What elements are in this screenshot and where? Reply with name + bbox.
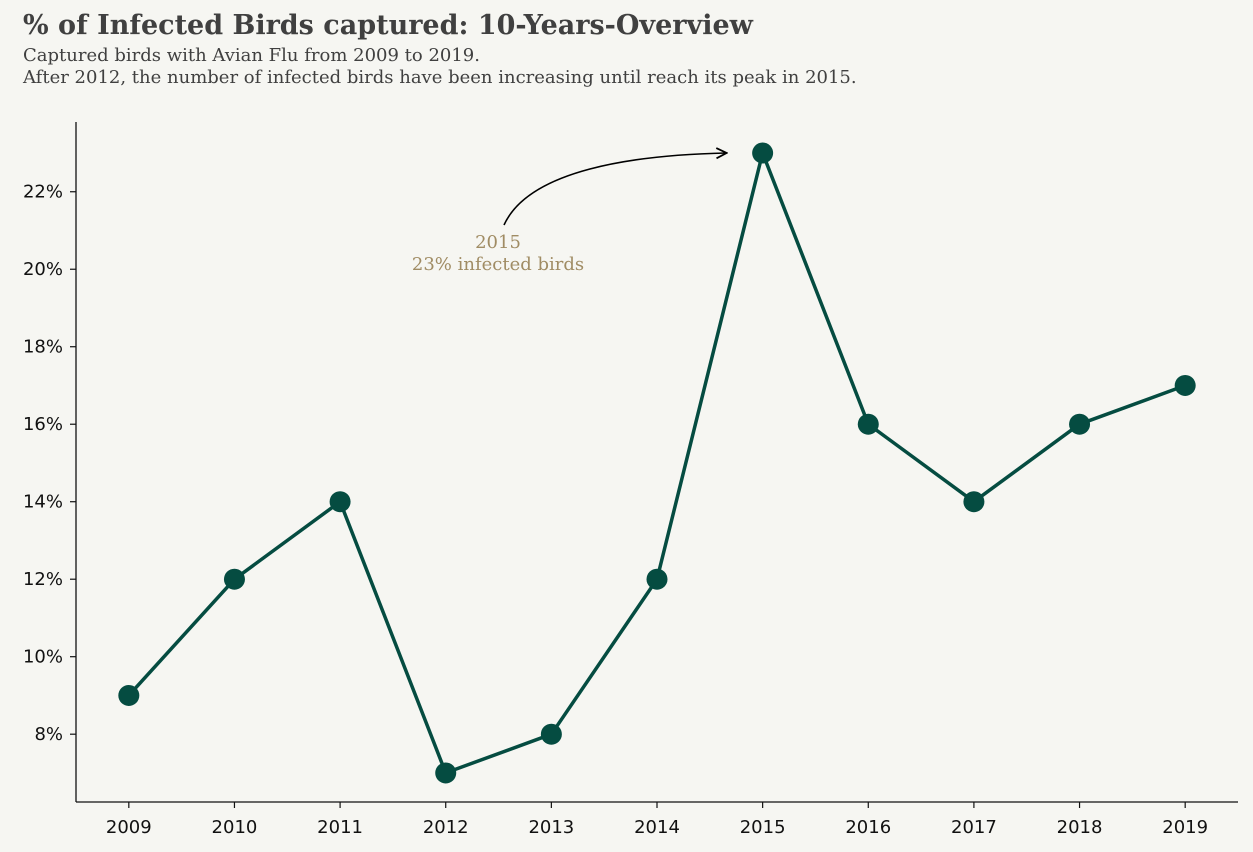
y-tick-label: 16%	[23, 414, 63, 435]
data-point	[646, 568, 668, 590]
x-tick-label: 2009	[106, 817, 152, 838]
x-tick-label: 2015	[740, 817, 786, 838]
y-tick-label: 8%	[34, 724, 63, 745]
y-tick-label: 18%	[23, 337, 63, 358]
y-tick-label: 10%	[23, 647, 63, 668]
annotation-arrow	[503, 153, 727, 226]
annotation-label-value: 23% infected birds	[412, 254, 584, 275]
x-tick-label: 2013	[528, 817, 574, 838]
chart-subtitle-line-2: After 2012, the number of infected birds…	[23, 67, 857, 88]
y-tick-label: 22%	[23, 182, 63, 203]
y-tick-label: 20%	[23, 259, 63, 280]
data-point	[857, 413, 879, 435]
x-tick-label: 2010	[212, 817, 258, 838]
x-tick-label: 2012	[423, 817, 469, 838]
data-point	[752, 142, 774, 164]
y-tick-label: 14%	[23, 492, 63, 513]
data-point	[1174, 374, 1196, 396]
x-tick-label: 2014	[634, 817, 680, 838]
chart-title: % of Infected Birds captured: 10-Years-O…	[23, 10, 753, 41]
data-point	[223, 568, 245, 590]
data-point	[1069, 413, 1091, 435]
y-tick-label: 12%	[23, 569, 63, 590]
data-point	[329, 491, 351, 513]
x-tick-label: 2017	[951, 817, 997, 838]
x-tick-label: 2011	[317, 817, 363, 838]
data-point	[540, 723, 562, 745]
data-point	[963, 491, 985, 513]
data-point	[435, 762, 457, 784]
x-tick-label: 2019	[1162, 817, 1208, 838]
x-tick-label: 2016	[845, 817, 891, 838]
chart-subtitle-line-1: Captured birds with Avian Flu from 2009 …	[23, 45, 480, 66]
series-line	[127, 151, 1186, 775]
data-point	[118, 684, 140, 706]
annotation-label-year: 2015	[475, 232, 521, 253]
x-tick-label: 2018	[1057, 817, 1103, 838]
